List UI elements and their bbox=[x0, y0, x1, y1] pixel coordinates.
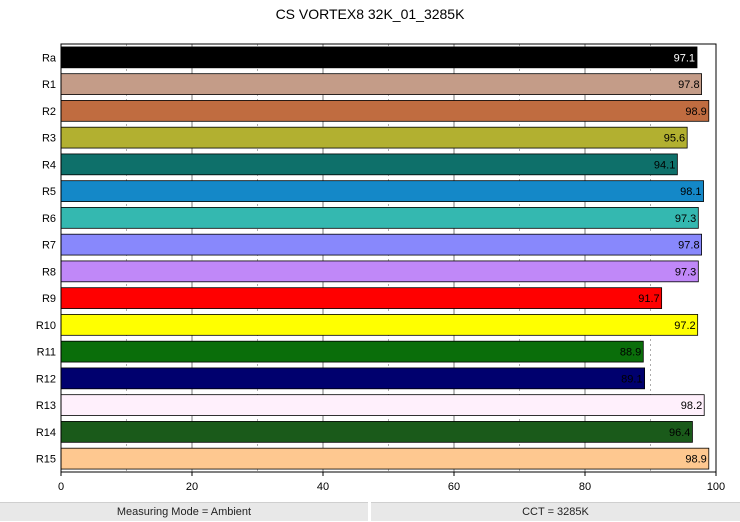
bar-r14 bbox=[60, 421, 693, 443]
bar-r7 bbox=[60, 233, 702, 256]
category-label-r3: R3 bbox=[42, 133, 56, 145]
value-label-r8: 97.3 bbox=[675, 266, 696, 278]
bar-r13 bbox=[60, 394, 705, 416]
bar-r1 bbox=[60, 73, 702, 95]
value-label-r9: 91.7 bbox=[638, 293, 659, 305]
bar-r11 bbox=[60, 340, 644, 363]
bars: 97.1 97.8 98.9 95.6 94.1 98.1 97.3 97.8 97.3 91.7… bbox=[60, 46, 710, 470]
value-label-r1: 97.8 bbox=[678, 79, 699, 91]
footer-divider bbox=[368, 502, 371, 521]
bar-r12 bbox=[60, 367, 646, 390]
x-tick-label: 60 bbox=[448, 481, 460, 493]
value-label-r14: 96.4 bbox=[669, 427, 690, 439]
bar-chart: 97.1 97.8 98.9 95.6 94.1 98.1 97.3 97.8 97.3 91.7… bbox=[36, 43, 725, 493]
value-label-r13: 98.2 bbox=[681, 400, 702, 412]
value-label-r10: 97.2 bbox=[674, 320, 695, 332]
cct-label: CCT = 3285K bbox=[371, 502, 740, 521]
value-label-r7: 97.8 bbox=[678, 240, 699, 252]
bar-ra bbox=[60, 46, 698, 69]
value-label-r12: 89.1 bbox=[621, 373, 642, 385]
bar-r10 bbox=[60, 314, 699, 336]
value-label-r6: 97.3 bbox=[675, 213, 696, 225]
bar-r6 bbox=[60, 207, 699, 229]
category-label-r4: R4 bbox=[42, 159, 56, 171]
bar-r2 bbox=[60, 100, 710, 122]
value-label-r5: 98.1 bbox=[680, 186, 701, 198]
x-tick-label: 80 bbox=[579, 481, 591, 493]
x-axis-ticks: 0 20 40 60 80 100 bbox=[58, 472, 725, 493]
value-label-r15: 98.9 bbox=[685, 454, 706, 466]
measuring-mode-label: Measuring Mode = Ambient bbox=[0, 502, 368, 521]
bar-r4 bbox=[60, 153, 678, 176]
category-label-r13: R13 bbox=[36, 400, 56, 412]
chart-title: CS VORTEX8 32K_01_3285K bbox=[275, 6, 465, 22]
category-label-r7: R7 bbox=[42, 240, 56, 252]
category-label-r9: R9 bbox=[42, 293, 56, 305]
value-label-r2: 98.9 bbox=[685, 106, 706, 118]
value-label-r3: 95.6 bbox=[664, 133, 685, 145]
bar-r3 bbox=[60, 126, 688, 149]
category-label-r2: R2 bbox=[42, 106, 56, 118]
value-label-r4: 94.1 bbox=[654, 159, 675, 171]
category-label-r6: R6 bbox=[42, 213, 56, 225]
value-label-r11: 88.9 bbox=[620, 347, 641, 359]
category-label-r12: R12 bbox=[36, 373, 56, 385]
category-label-ra: Ra bbox=[42, 52, 57, 64]
x-tick-label: 100 bbox=[707, 481, 725, 493]
category-label-r1: R1 bbox=[42, 79, 56, 91]
category-label-r8: R8 bbox=[42, 266, 56, 278]
bar-r15 bbox=[60, 447, 710, 470]
x-tick-label: 40 bbox=[317, 481, 329, 493]
category-label-r11: R11 bbox=[37, 347, 56, 359]
x-tick-label: 0 bbox=[58, 481, 64, 493]
category-labels: Ra R1 R2 R3 R4 R5 R6 R7 R8 R9 R10 R11 R12 R13 R14 R15 bbox=[36, 52, 57, 465]
category-label-r15: R15 bbox=[36, 454, 56, 466]
category-label-r14: R14 bbox=[36, 427, 56, 439]
category-label-r5: R5 bbox=[42, 186, 56, 198]
plot-frame bbox=[60, 43, 717, 473]
value-label-ra: 97.1 bbox=[674, 52, 695, 64]
bar-r5 bbox=[60, 180, 704, 202]
category-label-r10: R10 bbox=[36, 320, 56, 332]
x-tick-label: 20 bbox=[186, 481, 198, 493]
bar-r8 bbox=[60, 260, 699, 283]
bar-r9 bbox=[60, 287, 663, 309]
